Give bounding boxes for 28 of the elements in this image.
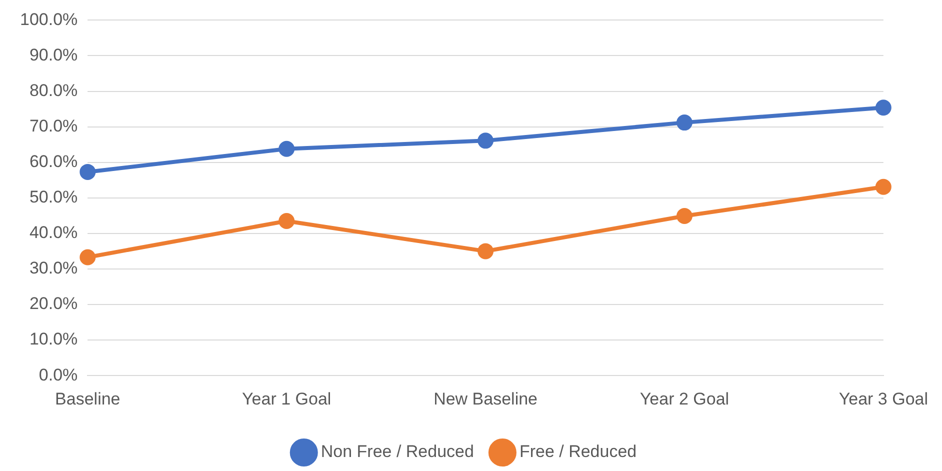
y-tick-label: 30.0% — [29, 258, 78, 278]
y-tick-label: 10.0% — [29, 330, 78, 349]
point — [676, 208, 692, 224]
legend-label: Free / Reduced — [519, 442, 637, 462]
y-tick-label: 20.0% — [29, 294, 78, 314]
x-tick-label: Baseline — [55, 389, 120, 408]
y-tick-label: 0.0% — [38, 365, 78, 384]
y-tick-label: 60.0% — [29, 152, 78, 172]
point — [478, 243, 494, 260]
point — [478, 132, 494, 149]
point — [80, 164, 96, 180]
point — [875, 178, 892, 195]
y-tick-label: 80.0% — [29, 80, 78, 100]
y-tick-label: 70.0% — [29, 116, 78, 136]
point — [278, 213, 295, 229]
point — [278, 140, 295, 157]
x-tick-label: Year 2 Goal — [640, 389, 730, 408]
y-tick-label: 40.0% — [29, 223, 78, 242]
x-tick-label: New Baseline — [434, 389, 538, 408]
x-tick-label: Year 1 Goal — [242, 389, 332, 408]
x-tick-label: Year 3 Goal — [838, 389, 928, 408]
point — [80, 249, 96, 266]
point — [875, 100, 892, 116]
y-tick-label: 90.0% — [29, 45, 78, 64]
point — [676, 114, 692, 131]
y-tick-label: 100.0% — [20, 10, 78, 29]
y-tick-label: 50.0% — [29, 188, 78, 207]
legend-label: Non Free / Reduced — [320, 442, 474, 462]
